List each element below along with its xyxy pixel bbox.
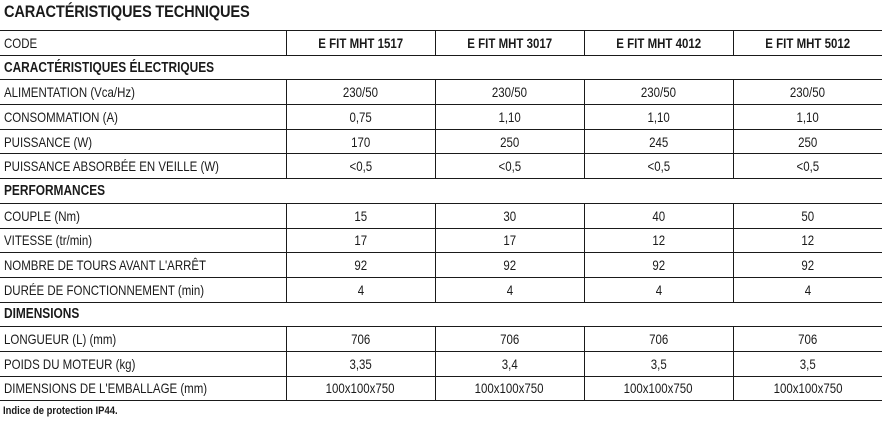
table-row: VITESSE (tr/min) 17 17 12 12 <box>0 228 882 254</box>
row-label: COUPLE (Nm) <box>0 203 286 229</box>
cell-value: 4 <box>583 277 733 303</box>
cell-value: <0,5 <box>732 153 882 180</box>
cell-value: 50 <box>732 203 882 229</box>
section-heading: PERFORMANCES <box>0 178 882 204</box>
cell-value: 100x100x750 <box>285 376 435 402</box>
model-header: E FIT MHT 5012 <box>732 30 882 56</box>
cell-value: 92 <box>732 252 882 278</box>
row-label: CONSOMMATION (A) <box>0 104 286 130</box>
cell-value: 100x100x750 <box>434 376 584 402</box>
section-header-row: DIMENSIONS <box>0 302 882 328</box>
footnote: Indice de protection IP44. <box>3 405 118 417</box>
cell-value: 706 <box>732 326 882 352</box>
row-label: ALIMENTATION (Vca/Hz) <box>0 79 286 106</box>
cell-value: 17 <box>285 228 435 254</box>
spec-table-body: CODE E FIT MHT 1517 E FIT MHT 3017 E FIT… <box>0 30 882 402</box>
section-header-row: CARACTÉRISTIQUES ÉLECTRIQUES <box>0 55 882 81</box>
cell-value: 4 <box>285 277 435 303</box>
cell-value: 1,10 <box>732 104 882 130</box>
row-label: POIDS DU MOTEUR (kg) <box>0 351 286 377</box>
spec-table: CODE E FIT MHT 1517 E FIT MHT 3017 E FIT… <box>0 30 882 402</box>
cell-value: 230/50 <box>285 79 435 106</box>
cell-value: 92 <box>434 252 584 278</box>
cell-value: 12 <box>732 228 882 254</box>
model-header: E FIT MHT 1517 <box>285 30 435 56</box>
cell-value: 1,10 <box>583 104 733 130</box>
cell-value: 706 <box>285 326 435 352</box>
model-header: E FIT MHT 3017 <box>434 30 584 56</box>
row-label: VITESSE (tr/min) <box>0 228 286 254</box>
cell-value: 245 <box>583 129 733 155</box>
cell-value: 100x100x750 <box>732 376 882 402</box>
cell-value: 706 <box>434 326 584 352</box>
table-row: DIMENSIONS DE L'EMBALLAGE (mm) 100x100x75… <box>0 376 882 402</box>
row-label: PUISSANCE (W) <box>0 129 286 155</box>
section-heading: DIMENSIONS <box>0 302 882 328</box>
cell-value: <0,5 <box>583 153 733 180</box>
cell-value: 40 <box>583 203 733 229</box>
table-row: NOMBRE DE TOURS AVANT L'ARRÊT 92 92 92 92 <box>0 252 882 278</box>
page-title: CARACTÉRISTIQUES TECHNIQUES <box>4 2 250 21</box>
cell-value: <0,5 <box>285 153 435 180</box>
cell-value: 0,75 <box>285 104 435 130</box>
cell-value: 3,5 <box>583 351 733 377</box>
table-row: LONGUEUR (L) (mm) 706 706 706 706 <box>0 326 882 352</box>
row-label: PUISSANCE ABSORBÉE EN VEILLE (W) <box>0 153 286 180</box>
cell-value: 100x100x750 <box>583 376 733 402</box>
table-row: PUISSANCE ABSORBÉE EN VEILLE (W) <0,5 <0,5… <box>0 153 882 180</box>
cell-value: 230/50 <box>732 79 882 106</box>
cell-value: 3,5 <box>732 351 882 377</box>
cell-value: 250 <box>434 129 584 155</box>
row-label: DIMENSIONS DE L'EMBALLAGE (mm) <box>0 376 286 402</box>
table-row: POIDS DU MOTEUR (kg) 3,35 3,4 3,5 3,5 <box>0 351 882 377</box>
cell-value: 3,4 <box>434 351 584 377</box>
cell-value: 92 <box>583 252 733 278</box>
cell-value: 230/50 <box>434 79 584 106</box>
cell-value: 92 <box>285 252 435 278</box>
cell-value: 706 <box>583 326 733 352</box>
cell-value: 15 <box>285 203 435 229</box>
table-row: PUISSANCE (W) 170 250 245 250 <box>0 129 882 155</box>
row-label: NOMBRE DE TOURS AVANT L'ARRÊT <box>0 252 286 278</box>
cell-value: 30 <box>434 203 584 229</box>
table-row: ALIMENTATION (Vca/Hz) 230/50 230/50 230/50 2… <box>0 79 882 106</box>
cell-value: 4 <box>732 277 882 303</box>
table-row: COUPLE (Nm) 15 30 40 50 <box>0 203 882 229</box>
row-label: LONGUEUR (L) (mm) <box>0 326 286 352</box>
cell-value: 250 <box>732 129 882 155</box>
section-heading: CARACTÉRISTIQUES ÉLECTRIQUES <box>0 55 882 81</box>
cell-value: 230/50 <box>583 79 733 106</box>
table-header-row: CODE E FIT MHT 1517 E FIT MHT 3017 E FIT… <box>0 30 882 56</box>
cell-value: 3,35 <box>285 351 435 377</box>
code-label: CODE <box>0 30 286 56</box>
cell-value: 4 <box>434 277 584 303</box>
row-label: DURÉE DE FONCTIONNEMENT (min) <box>0 277 286 303</box>
section-header-row: PERFORMANCES <box>0 178 882 204</box>
cell-value: <0,5 <box>434 153 584 180</box>
model-header: E FIT MHT 4012 <box>583 30 733 56</box>
cell-value: 17 <box>434 228 584 254</box>
table-row: CONSOMMATION (A) 0,75 1,10 1,10 1,10 <box>0 104 882 130</box>
cell-value: 1,10 <box>434 104 584 130</box>
cell-value: 12 <box>583 228 733 254</box>
table-row: DURÉE DE FONCTIONNEMENT (min) 4 4 4 4 <box>0 277 882 303</box>
cell-value: 170 <box>285 129 435 155</box>
